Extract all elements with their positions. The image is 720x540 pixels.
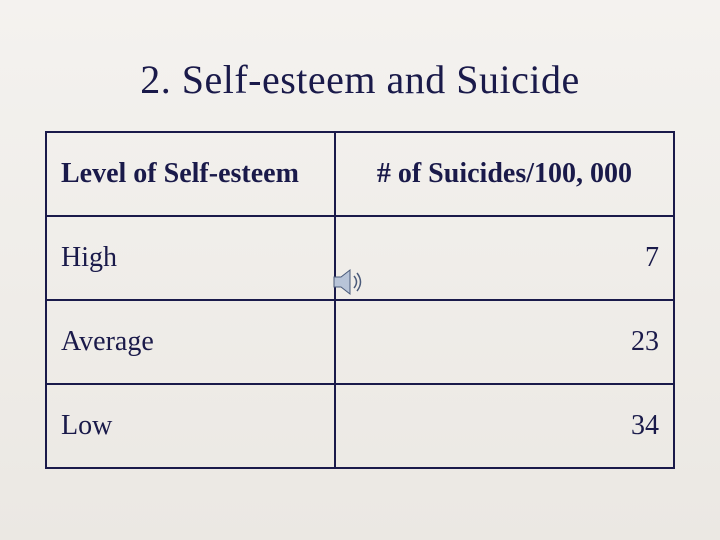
table-row: High 7 [46,216,674,300]
data-table: Level of Self-esteem # of Suicides/100, … [45,131,675,469]
col-header-level: Level of Self-esteem [46,132,335,216]
table-header-row: Level of Self-esteem # of Suicides/100, … [46,132,674,216]
cell-level: Low [46,384,335,468]
cell-value: 34 [335,384,674,468]
slide-title: 2. Self-esteem and Suicide [140,56,580,103]
col-header-value: # of Suicides/100, 000 [335,132,674,216]
cell-level: Average [46,300,335,384]
cell-value: 23 [335,300,674,384]
slide: 2. Self-esteem and Suicide Level of Self… [0,0,720,540]
table-row: Average 23 [46,300,674,384]
cell-value: 7 [335,216,674,300]
cell-level: High [46,216,335,300]
table-row: Low 34 [46,384,674,468]
